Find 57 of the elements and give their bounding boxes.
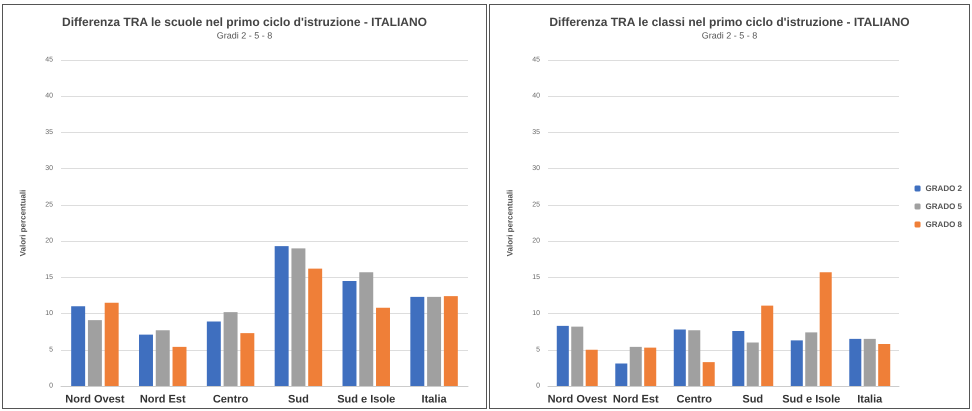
- bar: [702, 362, 715, 386]
- y-axis-title: Valori percentuali: [506, 190, 514, 256]
- bar: [761, 306, 774, 386]
- x-tick-label: Sud: [288, 394, 309, 406]
- bar: [240, 333, 254, 386]
- bar: [849, 338, 862, 386]
- bar: [274, 246, 289, 386]
- bar: [224, 312, 238, 386]
- bar: [139, 334, 153, 386]
- chart-title: Differenza TRA le scuole nel primo ciclo d'istruzione - ITALIANO: [62, 15, 427, 29]
- x-tick-label: Sud e Isole: [782, 394, 840, 406]
- chart-title: Differenza TRA le classi nel primo ciclo d'istruzione - ITALIANO: [549, 15, 910, 29]
- bar: [308, 268, 322, 386]
- bar: [359, 272, 374, 386]
- bar: [644, 348, 656, 386]
- bar: [427, 296, 442, 386]
- x-tick-label: Nord Est: [612, 394, 659, 406]
- x-tick-label: Nord Est: [140, 394, 186, 406]
- bar: [571, 326, 584, 386]
- chart-subtitle: Gradi 2 - 5 - 8: [216, 30, 272, 40]
- bar: [864, 338, 876, 386]
- x-tick-label: Sud e Isole: [337, 394, 396, 406]
- bar: [630, 346, 642, 386]
- bar: [71, 306, 86, 386]
- x-tick-label: Nord Ovest: [65, 394, 125, 406]
- bar: [878, 344, 890, 386]
- bar: [732, 330, 744, 386]
- legend-label: GRADO 8: [926, 220, 963, 229]
- x-tick-label: Centro: [676, 394, 712, 406]
- x-tick-label: Sud: [742, 394, 764, 406]
- bar: [104, 302, 119, 386]
- x-tick-label: Centro: [212, 394, 249, 406]
- y-axis-title: Valori percentuali: [18, 190, 28, 256]
- bar: [746, 342, 759, 386]
- bar: [342, 280, 356, 386]
- bar: [376, 308, 390, 386]
- chart-subtitle: Gradi 2 - 5 - 8: [702, 30, 758, 40]
- x-tick-label: Italia: [857, 394, 884, 406]
- bar: [586, 350, 598, 386]
- bar: [156, 330, 170, 386]
- bar: [820, 272, 832, 386]
- bar: [172, 346, 186, 386]
- bar: [444, 296, 458, 386]
- bar: [410, 296, 424, 386]
- bar: [688, 330, 700, 386]
- bar: [805, 332, 818, 386]
- bar: [615, 364, 628, 386]
- x-tick-label: Italia: [422, 394, 448, 406]
- bar: [291, 248, 306, 386]
- legend-label: GRADO 2: [926, 184, 963, 193]
- bar: [206, 322, 221, 386]
- bar: [556, 326, 569, 386]
- bar: [88, 320, 102, 386]
- bar: [790, 340, 803, 386]
- legend-label: GRADO 5: [926, 202, 963, 211]
- x-tick-label: Nord Ovest: [548, 394, 608, 406]
- bar: [674, 329, 686, 386]
